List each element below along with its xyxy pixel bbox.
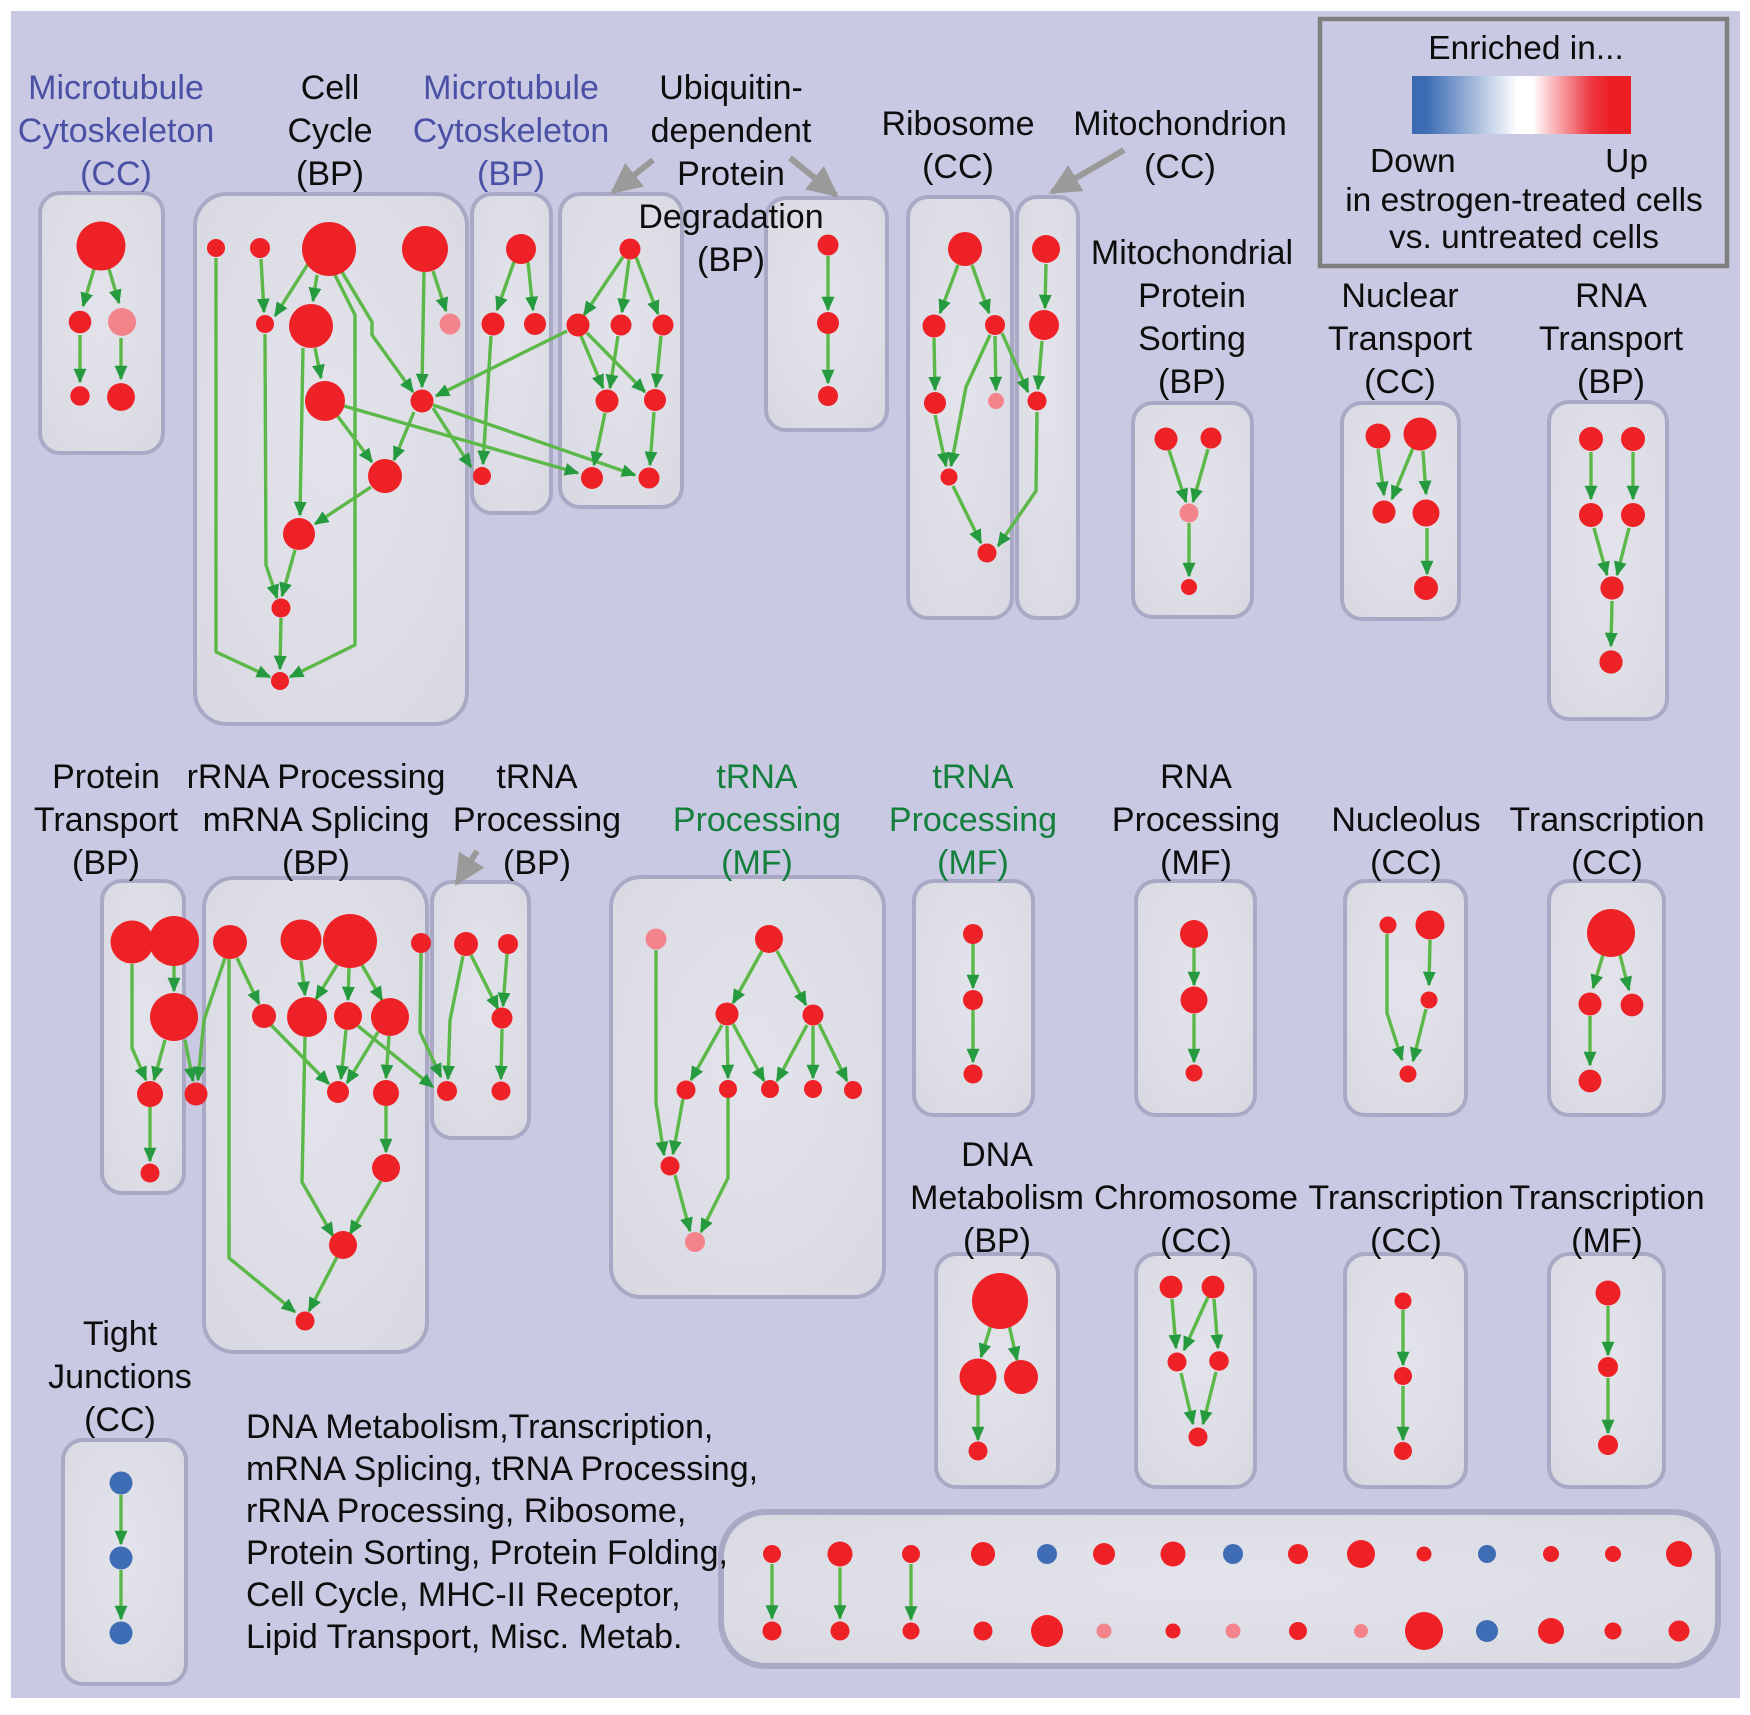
svg-text:Sorting: Sorting xyxy=(1138,320,1246,358)
svg-text:(CC): (CC) xyxy=(84,1401,156,1439)
svg-text:Chromosome: Chromosome xyxy=(1094,1179,1298,1217)
svg-text:Metabolism: Metabolism xyxy=(910,1179,1084,1217)
svg-text:RNA: RNA xyxy=(1160,758,1232,796)
svg-text:(BP): (BP) xyxy=(477,155,545,193)
svg-text:Tight: Tight xyxy=(83,1315,158,1353)
svg-text:(CC): (CC) xyxy=(1144,148,1216,186)
svg-text:(BP): (BP) xyxy=(1158,363,1226,401)
svg-text:Protein: Protein xyxy=(677,155,785,193)
svg-text:(BP): (BP) xyxy=(72,844,140,882)
svg-text:mRNA Splicing, tRNA Processing: mRNA Splicing, tRNA Processing, xyxy=(246,1450,758,1488)
svg-text:Transport: Transport xyxy=(34,801,179,839)
svg-text:(CC): (CC) xyxy=(1370,1222,1442,1260)
svg-text:Degradation: Degradation xyxy=(638,198,823,236)
svg-text:Microtubule: Microtubule xyxy=(28,69,204,107)
svg-text:Mitochondrion: Mitochondrion xyxy=(1073,105,1287,143)
svg-text:(BP): (BP) xyxy=(503,844,571,882)
svg-text:(BP): (BP) xyxy=(296,155,364,193)
svg-text:tRNA: tRNA xyxy=(496,758,578,796)
svg-text:(MF): (MF) xyxy=(937,844,1009,882)
svg-text:Protein Sorting, Protein Foldi: Protein Sorting, Protein Folding, xyxy=(246,1534,728,1572)
svg-text:(BP): (BP) xyxy=(1577,363,1645,401)
svg-text:(MF): (MF) xyxy=(721,844,793,882)
svg-text:(MF): (MF) xyxy=(1571,1222,1643,1260)
svg-text:Lipid Transport, Misc. Metab.: Lipid Transport, Misc. Metab. xyxy=(246,1618,683,1656)
svg-text:Processing: Processing xyxy=(453,801,621,839)
svg-text:tRNA: tRNA xyxy=(932,758,1014,796)
svg-text:(CC): (CC) xyxy=(1571,844,1643,882)
svg-text:Junctions: Junctions xyxy=(48,1358,192,1396)
svg-text:dependent: dependent xyxy=(651,112,812,150)
svg-text:Processing: Processing xyxy=(889,801,1057,839)
svg-text:rRNA Processing, Ribosome,: rRNA Processing, Ribosome, xyxy=(246,1492,686,1530)
svg-text:(CC): (CC) xyxy=(80,155,152,193)
svg-text:(MF): (MF) xyxy=(1160,844,1232,882)
svg-text:Down: Down xyxy=(1370,143,1456,180)
svg-text:Cell Cycle, MHC-II Receptor,: Cell Cycle, MHC-II Receptor, xyxy=(246,1576,681,1614)
svg-text:Cycle: Cycle xyxy=(287,112,372,150)
svg-text:Protein: Protein xyxy=(52,758,160,796)
svg-text:tRNA: tRNA xyxy=(716,758,798,796)
svg-text:mRNA Splicing: mRNA Splicing xyxy=(203,801,430,839)
svg-text:Ribosome: Ribosome xyxy=(881,105,1034,143)
svg-text:Cytoskeleton: Cytoskeleton xyxy=(413,112,610,150)
svg-text:Ubiquitin-: Ubiquitin- xyxy=(659,69,803,107)
svg-text:Transcription: Transcription xyxy=(1308,1179,1503,1217)
svg-text:(CC): (CC) xyxy=(1364,363,1436,401)
svg-text:Transport: Transport xyxy=(1328,320,1473,358)
svg-text:DNA Metabolism,Transcription,: DNA Metabolism,Transcription, xyxy=(246,1408,713,1446)
svg-text:Processing: Processing xyxy=(673,801,841,839)
svg-text:Transcription: Transcription xyxy=(1509,1179,1704,1217)
svg-text:Enriched in...: Enriched in... xyxy=(1428,30,1624,67)
svg-text:in estrogen-treated cells: in estrogen-treated cells xyxy=(1345,182,1703,219)
svg-text:vs. untreated cells: vs. untreated cells xyxy=(1389,219,1659,256)
svg-text:Processing: Processing xyxy=(1112,801,1280,839)
svg-text:RNA: RNA xyxy=(1575,277,1647,315)
svg-text:Nuclear: Nuclear xyxy=(1341,277,1458,315)
svg-text:Mitochondrial: Mitochondrial xyxy=(1091,234,1293,272)
svg-text:Transcription: Transcription xyxy=(1509,801,1704,839)
svg-text:rRNA Processing: rRNA Processing xyxy=(187,758,446,796)
svg-text:(BP): (BP) xyxy=(963,1222,1031,1260)
svg-text:(BP): (BP) xyxy=(697,241,765,279)
svg-text:Protein: Protein xyxy=(1138,277,1246,315)
svg-text:DNA: DNA xyxy=(961,1136,1033,1174)
svg-text:Transport: Transport xyxy=(1539,320,1684,358)
svg-text:Cytoskeleton: Cytoskeleton xyxy=(18,112,215,150)
svg-text:(CC): (CC) xyxy=(1160,1222,1232,1260)
svg-text:(BP): (BP) xyxy=(282,844,350,882)
svg-text:(CC): (CC) xyxy=(1370,844,1442,882)
svg-text:Cell: Cell xyxy=(301,69,360,107)
svg-text:Microtubule: Microtubule xyxy=(423,69,599,107)
svg-text:Nucleolus: Nucleolus xyxy=(1331,801,1480,839)
svg-text:Up: Up xyxy=(1605,143,1648,180)
svg-text:(CC): (CC) xyxy=(922,148,994,186)
